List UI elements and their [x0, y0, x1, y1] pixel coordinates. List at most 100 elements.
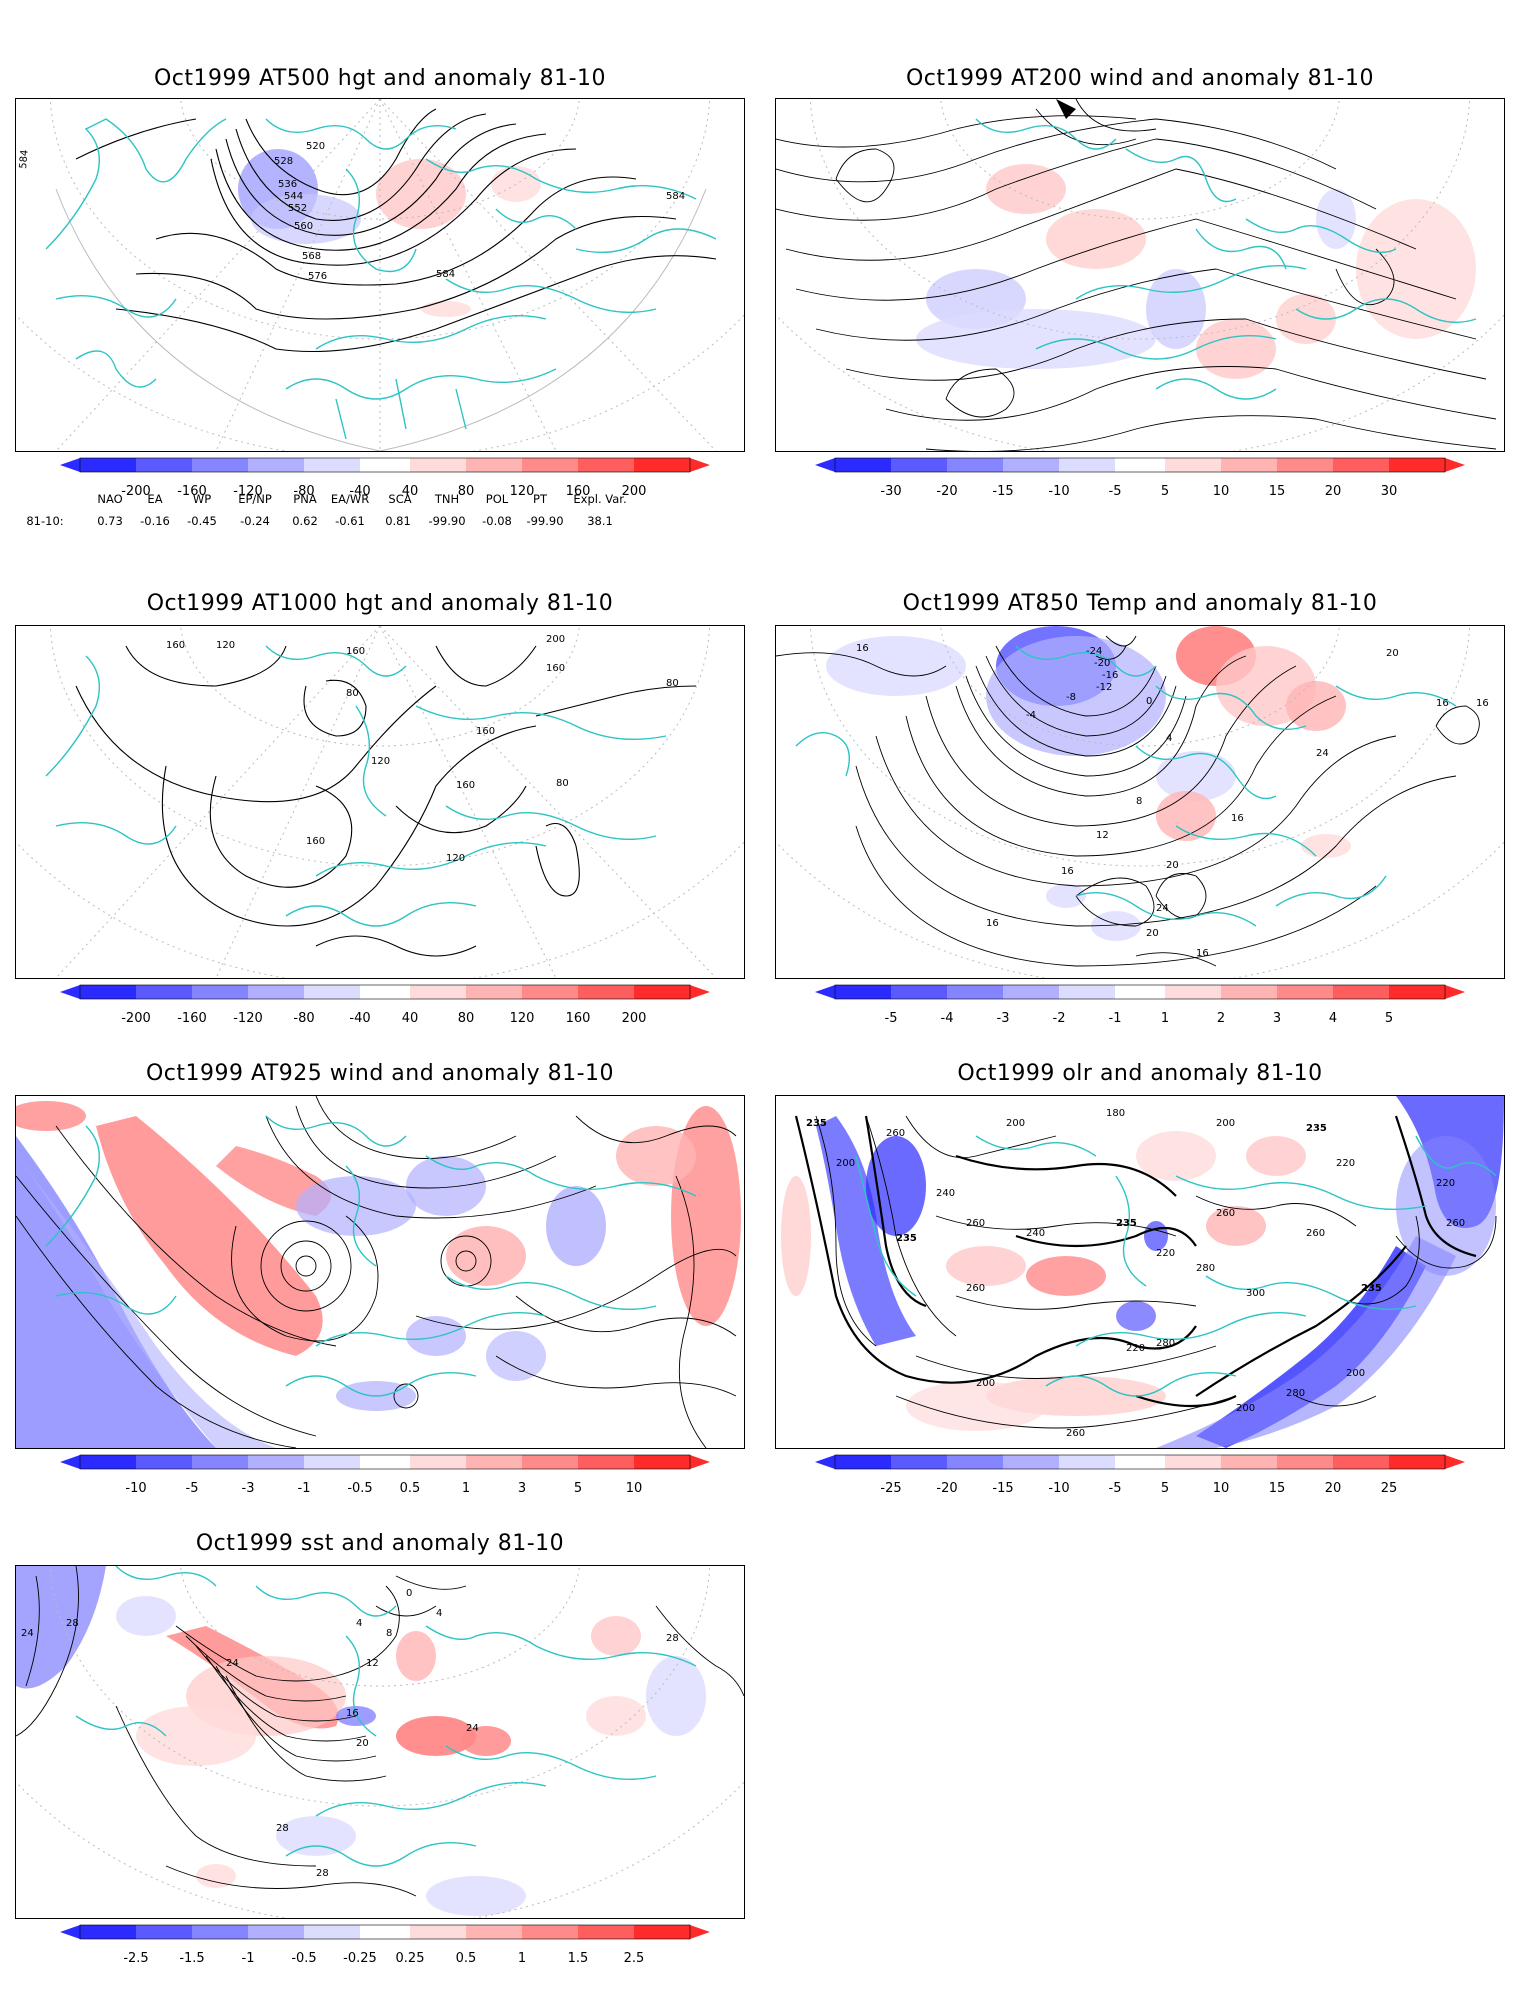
contour-label: 16 — [856, 643, 869, 654]
contour-label: 536 — [278, 179, 297, 190]
colorbar-label: -5 — [1108, 484, 1122, 499]
map-graphic: 235 260 200 180 200 235 200 240 260 240 … — [781, 1096, 1504, 1448]
panel-at1000-hgt: Oct1999 AT1000 hgt and anomaly 81-10 — [15, 585, 745, 1035]
contour-label: 24 — [21, 1628, 34, 1639]
contour-label: -12 — [1096, 682, 1112, 693]
contour-label: 24 — [1156, 903, 1169, 914]
colorbar-label: -2 — [1052, 1011, 1066, 1026]
panel-title: Oct1999 AT850 Temp and anomaly 81-10 — [902, 591, 1378, 616]
colorbar-label: -1 — [241, 1951, 255, 1966]
colorbar-label: 80 — [457, 484, 475, 499]
contour-label: 220 — [1436, 1178, 1455, 1189]
colorbar-label: 30 — [1380, 484, 1398, 499]
index-header: WP — [192, 492, 212, 506]
colorbar-label: -3 — [241, 1481, 255, 1496]
contour-label: 16 — [986, 918, 999, 929]
index-header: EA/WR — [330, 492, 370, 506]
map-at200 — [775, 98, 1505, 452]
colorbar-label: 1 — [1160, 1011, 1170, 1026]
colorbar-label: 20 — [1324, 1481, 1342, 1496]
contour-label: 200 — [976, 1378, 995, 1389]
colorbar-label: -40 — [349, 1011, 371, 1026]
map-at500: 520 528 536 544 552 560 568 576 584 584 … — [15, 98, 745, 452]
colorbar-label: 200 — [621, 484, 647, 499]
map-sst: 24 28 24 0 4 8 4 12 16 20 24 28 28 28 — [15, 1565, 745, 1919]
colorbar-label: 2.5 — [623, 1951, 645, 1966]
colorbar-graphic — [60, 1924, 710, 1940]
contour-label: 260 — [1306, 1228, 1325, 1239]
colorbar-label: 40 — [401, 484, 419, 499]
colorbar-label: 0.5 — [399, 1481, 421, 1496]
contour-label: 120 — [371, 756, 390, 767]
contour-label: 568 — [302, 251, 321, 262]
panel-at850-temp: Oct1999 AT850 Temp and anomaly 81-10 — [775, 585, 1505, 1035]
colorbar-label: -1.5 — [179, 1951, 205, 1966]
contour-label: 28 — [316, 1868, 329, 1879]
panel-title: Oct1999 AT200 wind and anomaly 81-10 — [905, 66, 1375, 91]
index-value: 38.1 — [587, 514, 613, 528]
colorbar-label: -0.5 — [291, 1951, 317, 1966]
contour-label: 235 — [1361, 1283, 1382, 1294]
index-value: 0.62 — [292, 514, 318, 528]
colorbar-label: -5 — [884, 1011, 898, 1026]
contour-label: 80 — [666, 678, 679, 689]
index-header: POL — [485, 492, 509, 506]
colorbar-label: -160 — [177, 484, 207, 499]
contour-label: 300 — [1246, 1288, 1265, 1299]
index-value: -99.90 — [526, 514, 564, 528]
colorbar-label: -200 — [121, 484, 151, 499]
contour-label: 576 — [308, 271, 327, 282]
panel-title: Oct1999 AT1000 hgt and anomaly 81-10 — [146, 591, 614, 616]
contour-label: 0 — [1146, 696, 1152, 707]
colorbar-label: -40 — [349, 484, 371, 499]
contour-label: 160 — [346, 646, 365, 657]
contour-label: 520 — [306, 141, 325, 152]
map-graphic — [16, 1096, 741, 1448]
colorbar-label: -5 — [185, 1481, 199, 1496]
contour-label: 220 — [1156, 1248, 1175, 1259]
panel-olr: Oct1999 olr and anomaly 81-10 — [775, 1055, 1505, 1505]
colorbar-label: 10 — [1212, 1481, 1230, 1496]
colorbar: -25 -20 -15 -10 -5 5 10 15 20 25 — [815, 1454, 1465, 1499]
contour-label: 544 — [284, 191, 303, 202]
contour-label: 120 — [216, 640, 235, 651]
colorbar-label: 1.5 — [567, 1951, 589, 1966]
contour-label: 160 — [476, 726, 495, 737]
colorbar-label: -120 — [233, 484, 263, 499]
colorbar-label: -4 — [940, 1011, 954, 1026]
contour-label: 160 — [306, 836, 325, 847]
contour-label: 280 — [1156, 1338, 1175, 1349]
colorbar-label: -200 — [121, 1011, 151, 1026]
contour-label: 28 — [66, 1618, 79, 1629]
contour-label: 24 — [466, 1723, 479, 1734]
map-at925 — [15, 1095, 745, 1449]
colorbar-graphic — [815, 457, 1465, 473]
contour-label: 12 — [1096, 830, 1109, 841]
index-header: EP/NP — [238, 492, 272, 506]
colorbar-label: 120 — [509, 484, 535, 499]
contour-label: 260 — [966, 1283, 985, 1294]
map-graphic: 24 28 24 0 4 8 4 12 16 20 24 28 28 28 — [16, 1566, 744, 1918]
index-header: Expl. Var. — [573, 492, 627, 506]
colorbar-label: -5 — [1108, 1481, 1122, 1496]
contour-label: 16 — [346, 1708, 359, 1719]
colorbar-label: -10 — [1048, 484, 1070, 499]
colorbar-label: 4 — [1328, 1011, 1338, 1026]
colorbar-label: 200 — [621, 1011, 647, 1026]
index-header: SCA — [388, 492, 412, 506]
contour-label: 160 — [166, 640, 185, 651]
colorbar-label: -10 — [1048, 1481, 1070, 1496]
contour-label: 584 — [666, 191, 685, 202]
colorbar-label: 80 — [457, 1011, 475, 1026]
colorbar-label: -2.5 — [123, 1951, 149, 1966]
contour-label: 552 — [288, 203, 307, 214]
index-value: 0.81 — [385, 514, 411, 528]
colorbar-label: 0.5 — [455, 1951, 477, 1966]
contour-label: 24 — [1316, 748, 1329, 759]
colorbar-label: 1 — [517, 1951, 527, 1966]
colorbar-graphic — [815, 984, 1465, 1000]
colorbar-label: 10 — [625, 1481, 643, 1496]
contour-label: 560 — [294, 221, 313, 232]
colorbar-label: 5 — [1384, 1011, 1394, 1026]
colorbar-label: 2 — [1216, 1011, 1226, 1026]
